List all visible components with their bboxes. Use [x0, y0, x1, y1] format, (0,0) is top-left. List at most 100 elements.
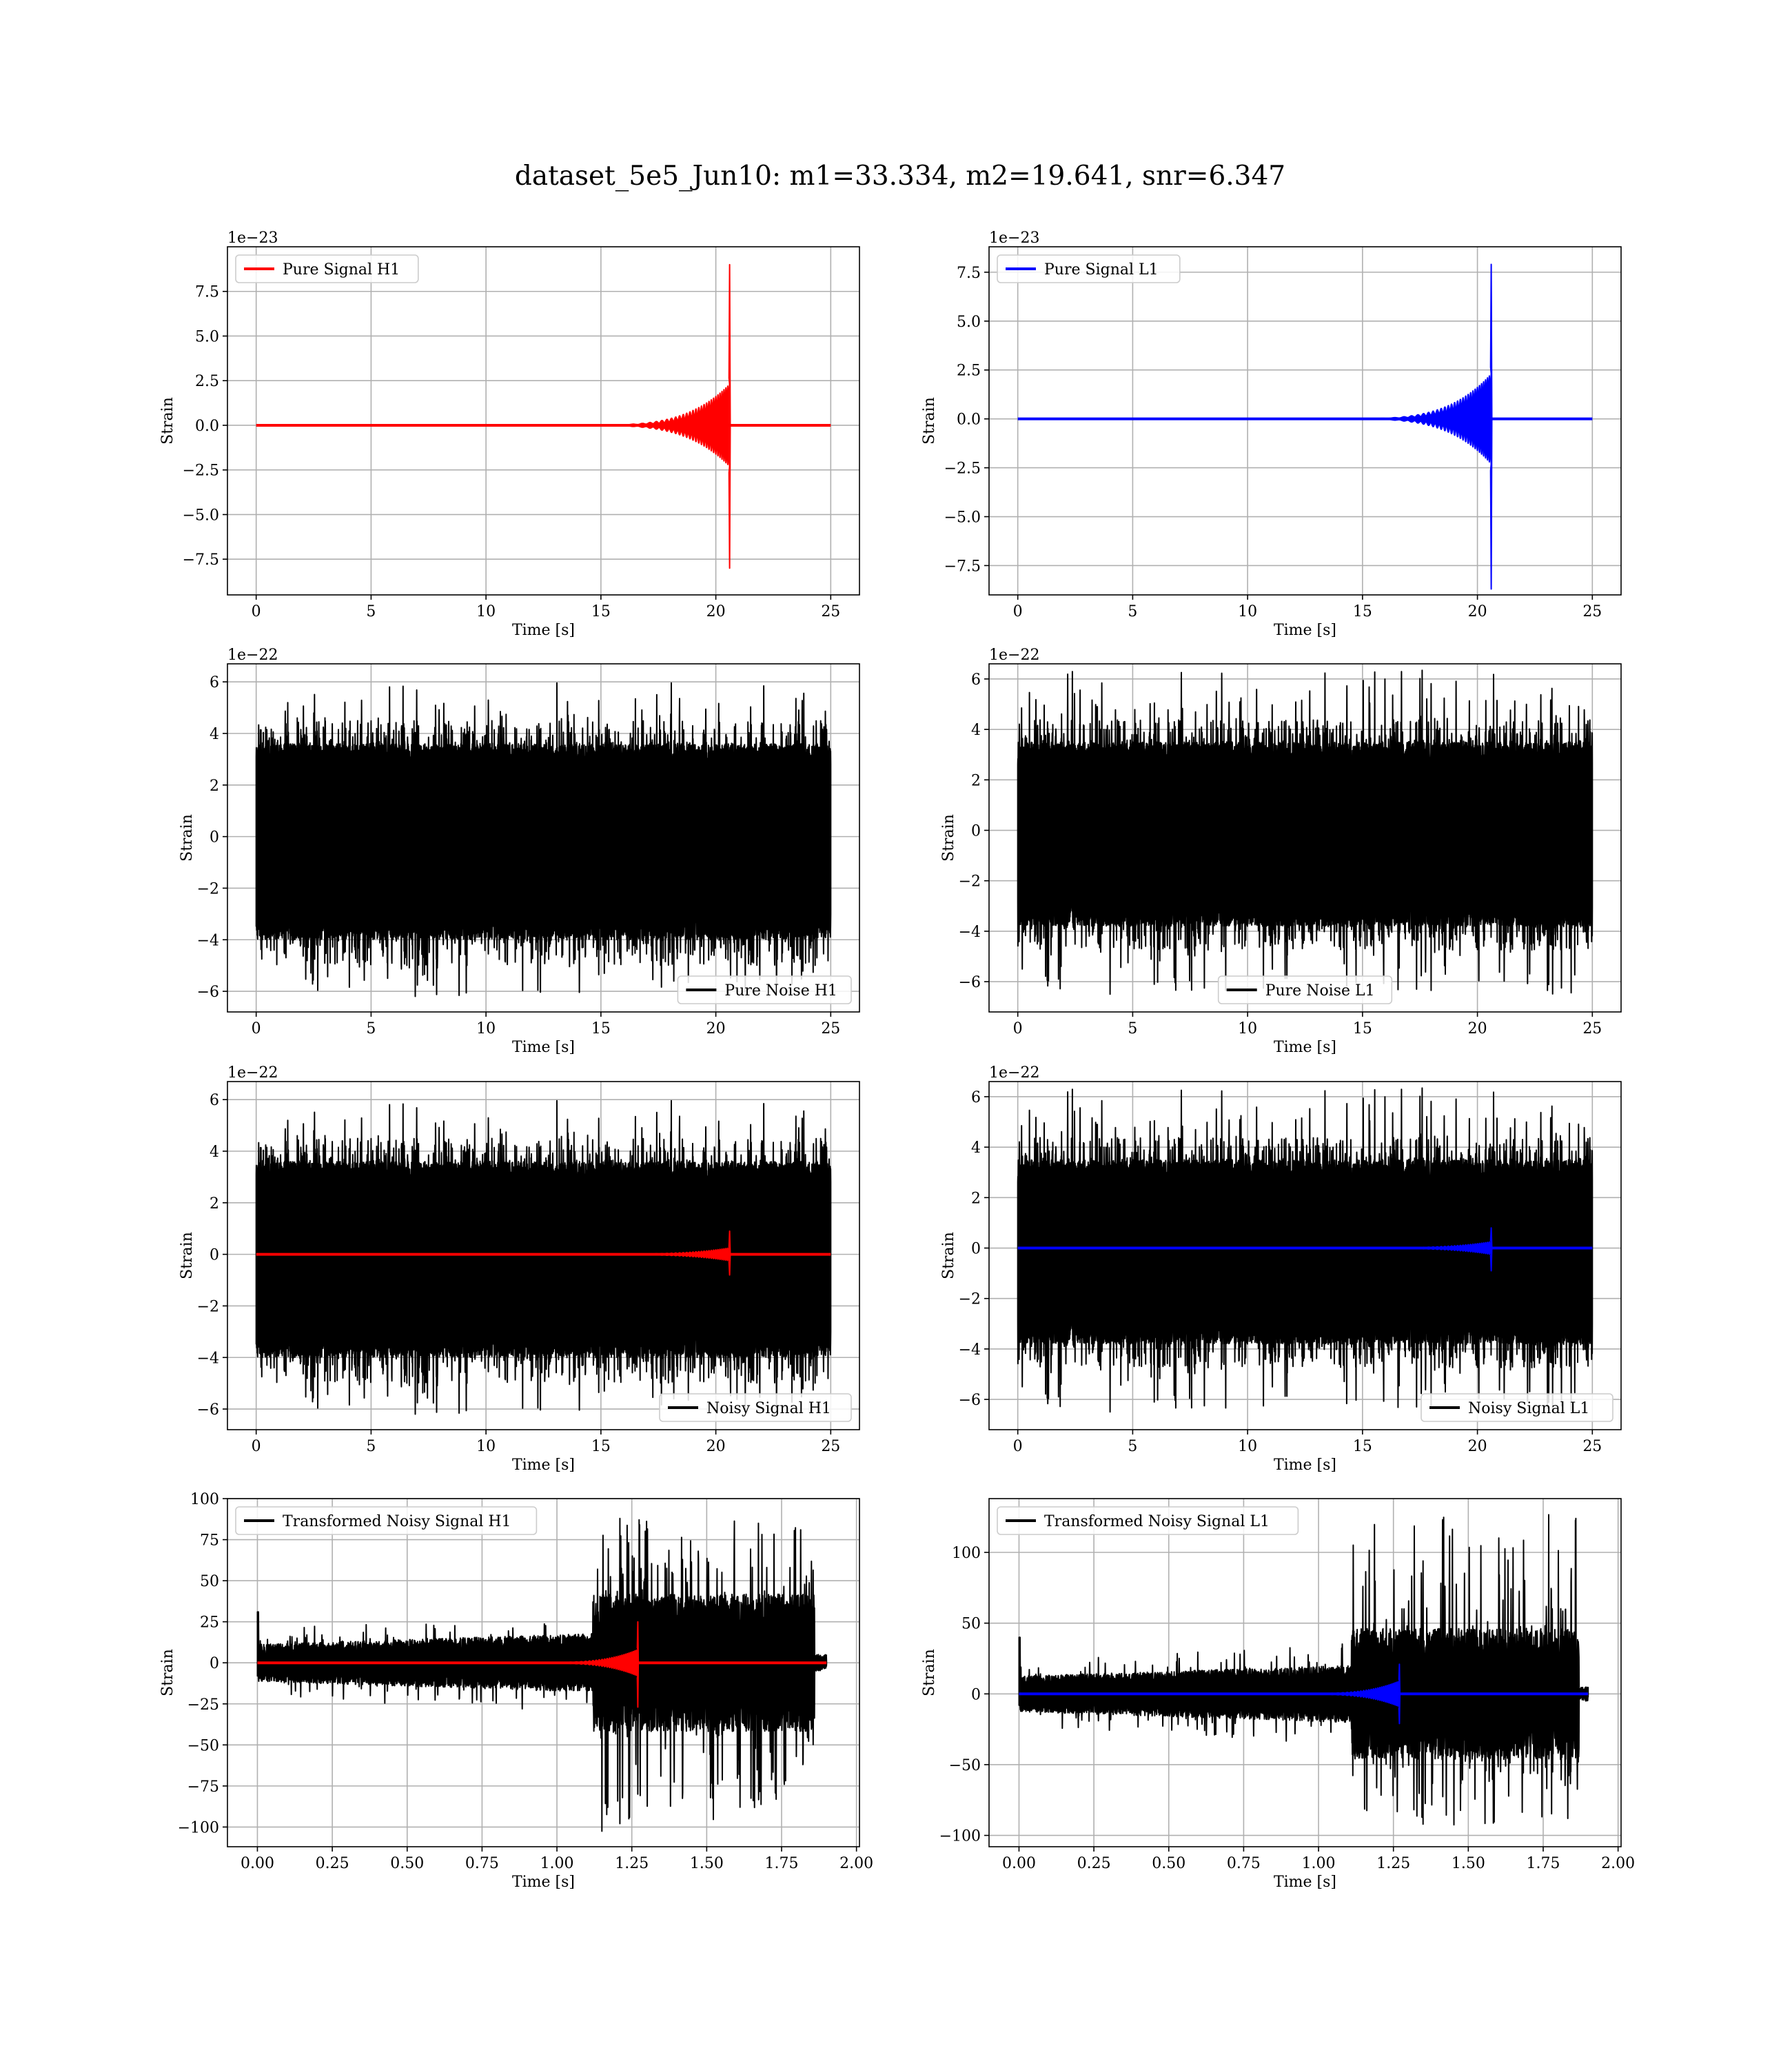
x-tick-label: 5: [1128, 603, 1137, 620]
y-tick-label: 2.5: [957, 363, 981, 380]
y-tick-label: −4: [197, 1350, 219, 1367]
y-tick-label: 0: [971, 1686, 981, 1703]
axis-offset-label: 1e−23: [227, 230, 278, 247]
y-tick-label: −2: [197, 880, 219, 898]
y-tick-label: 7.5: [957, 265, 981, 282]
x-tick-label: 0.75: [465, 1855, 499, 1872]
x-tick-label: 20: [1468, 603, 1487, 620]
axes-frame: [988, 246, 1622, 596]
x-tick-label: 0.00: [241, 1855, 274, 1872]
y-tick-label: −6: [197, 984, 219, 1001]
legend: Noisy Signal L1: [1421, 1393, 1613, 1422]
axis-offset-label: 1e−22: [989, 1064, 1039, 1082]
y-tick-label: 0.0: [195, 418, 219, 435]
x-tick-label: 10: [476, 1438, 496, 1455]
y-tick-label: 2: [971, 1190, 981, 1207]
y-axis-label: Strain: [159, 397, 176, 445]
legend-label: Pure Noise L1: [1265, 982, 1375, 1000]
series-whitened-envelope: [256, 1517, 828, 1832]
subplot-panel: 0.00 0.25 0.50 0.75 1.00 1.25 1.50 1.75 2.00 −100…: [921, 1498, 1635, 1891]
y-tick-label: −100: [939, 1828, 981, 1845]
x-tick-label: 0: [1013, 1438, 1023, 1455]
y-tick-label: 0: [971, 1241, 981, 1258]
series-noise-envelope: [1017, 1087, 1594, 1413]
x-tick-label: 15: [1353, 603, 1372, 620]
series-group: [256, 1517, 828, 1832]
x-tick-label: 10: [1238, 1020, 1257, 1037]
x-tick-label: 25: [1582, 1020, 1602, 1037]
y-tick-label: 5.0: [195, 328, 219, 345]
legend-box: [997, 254, 1181, 283]
y-tick-label: 7.5: [195, 284, 219, 301]
series-group: [255, 1099, 832, 1415]
x-tick-label: 15: [1353, 1438, 1372, 1455]
axis-offset-label: 1e−22: [227, 1064, 278, 1082]
x-tick-label: 1.75: [765, 1855, 799, 1872]
y-tick-label: −7.5: [944, 558, 981, 575]
x-axis-label: Time [s]: [1274, 1874, 1336, 1891]
x-tick-label: 1.25: [615, 1855, 649, 1872]
y-tick-label: 50: [200, 1573, 219, 1590]
y-axis-label: Strain: [940, 814, 957, 862]
x-tick-label: 25: [1582, 603, 1602, 620]
y-tick-label: 2: [210, 778, 219, 795]
y-tick-label: −4: [959, 1341, 981, 1359]
x-tick-label: 1.00: [1302, 1855, 1336, 1872]
y-tick-label: 0: [971, 823, 981, 840]
x-tick-label: 1.25: [1376, 1855, 1410, 1872]
axis-offset-label: 1e−22: [989, 647, 1039, 664]
y-tick-label: −25: [187, 1696, 219, 1714]
y-tick-label: −6: [959, 1392, 981, 1409]
y-tick-label: 4: [210, 726, 219, 743]
legend: Pure Noise H1: [677, 975, 852, 1004]
legend-box: [677, 975, 852, 1004]
legend: Transformed Noisy Signal L1: [997, 1506, 1299, 1535]
y-tick-label: 4: [971, 1139, 981, 1157]
y-tick-label: 50: [961, 1616, 981, 1633]
subplot-panel: 0.00 0.25 0.50 0.75 1.00 1.25 1.50 1.75 2.00 −100…: [159, 1491, 873, 1891]
y-tick-label: −2.5: [183, 463, 219, 480]
legend: Transformed Noisy Signal H1: [235, 1506, 538, 1535]
axes-frame: [227, 1498, 860, 1847]
subplot-panel: 0 5 10 15 20 25 −7.5 −5.0 −2.5 0.0 2.5 5.0 7.5 Time […: [159, 230, 860, 639]
subplot-panel: 0 5 10 15 20 25 −6 −4 −2 0 2 4 6 Time [s] Strain 1e−22 N…: [179, 1064, 860, 1474]
x-tick-label: 10: [1238, 603, 1257, 620]
x-tick-label: 15: [591, 603, 611, 620]
series-group: [256, 263, 831, 569]
x-tick-label: 5: [366, 1438, 376, 1455]
x-tick-label: 0: [252, 603, 261, 620]
y-tick-label: −5.0: [944, 509, 981, 527]
x-axis-label: Time [s]: [512, 1457, 575, 1474]
x-tick-label: 25: [821, 1020, 840, 1037]
y-tick-label: 6: [210, 674, 219, 691]
y-tick-label: −6: [197, 1401, 219, 1419]
series-group: [1017, 1087, 1594, 1413]
legend-box: [1217, 975, 1393, 1004]
legend-label: Pure Signal L1: [1044, 261, 1159, 278]
x-axis-label: Time [s]: [512, 1874, 575, 1891]
subplot-panel: 0 5 10 15 20 25 −6 −4 −2 0 2 4 6 Time [s] Strain 1e−22 P…: [940, 647, 1622, 1056]
x-tick-label: 15: [591, 1020, 611, 1037]
axes-frame: [988, 1081, 1622, 1430]
legend-label: Transformed Noisy Signal L1: [1044, 1513, 1270, 1530]
legend-box: [235, 254, 419, 283]
y-tick-label: −4: [959, 924, 981, 941]
x-axis-label: Time [s]: [512, 1039, 575, 1056]
y-tick-label: 2.5: [195, 373, 219, 390]
x-tick-label: 1.50: [690, 1855, 724, 1872]
x-axis-label: Time [s]: [1274, 1457, 1336, 1474]
x-tick-label: 0.25: [316, 1855, 349, 1872]
plot-area: [227, 247, 859, 595]
y-tick-label: 0: [210, 1655, 219, 1672]
x-tick-label: 25: [1582, 1438, 1602, 1455]
x-tick-label: 1.50: [1452, 1855, 1485, 1872]
x-tick-label: 1.75: [1527, 1855, 1560, 1872]
y-axis-label: Strain: [179, 1232, 196, 1279]
legend-label: Noisy Signal L1: [1468, 1400, 1589, 1417]
axes-frame: [227, 663, 860, 1013]
x-tick-label: 10: [476, 1020, 496, 1037]
y-tick-label: 25: [200, 1614, 219, 1632]
x-tick-label: 5: [366, 603, 376, 620]
